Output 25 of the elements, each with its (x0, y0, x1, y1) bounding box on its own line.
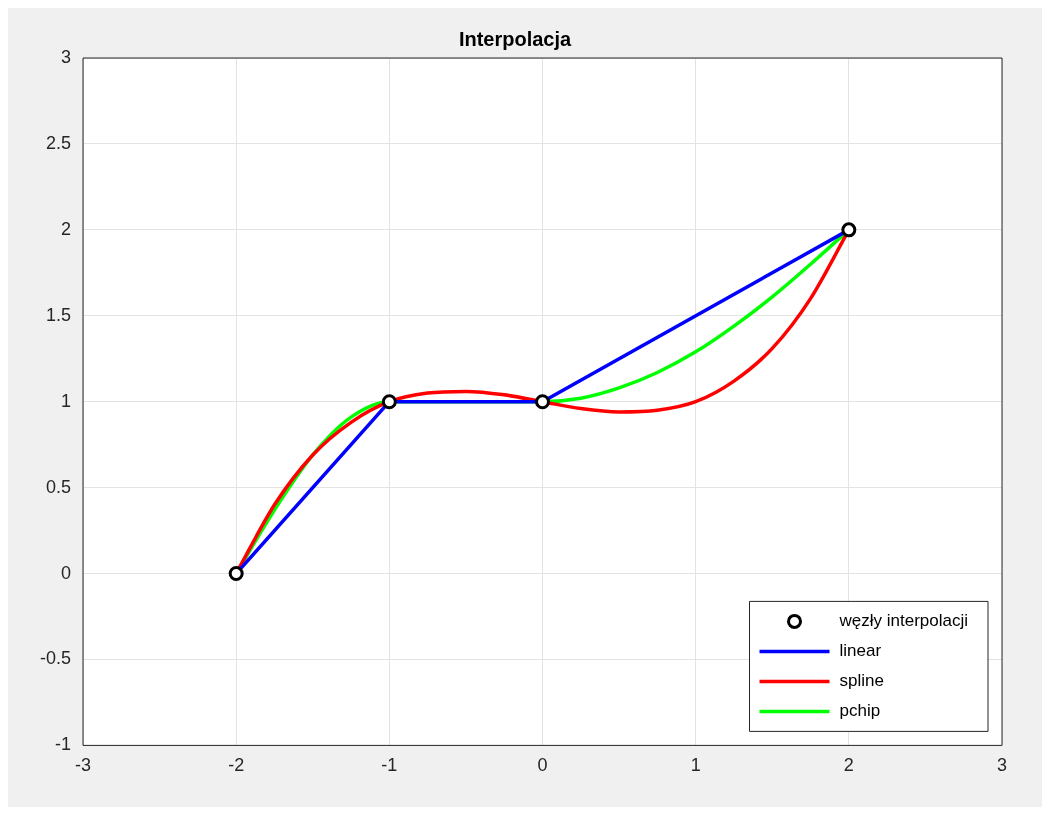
x-tick-label: 0 (537, 755, 548, 776)
legend-label: pchip (839, 701, 881, 721)
x-tick-label: -3 (75, 755, 92, 776)
y-tick-label: 0 (61, 562, 72, 583)
y-tick-label: 2.5 (45, 132, 72, 153)
x-tick-label: 2 (843, 755, 854, 776)
x-tick-label: -2 (228, 755, 245, 776)
y-tick-label: 3 (61, 46, 72, 67)
chart-title: Interpolacja (458, 27, 572, 50)
legend-label: węzły interpolacji (838, 611, 968, 631)
x-tick-label: 3 (996, 755, 1008, 776)
y-tick-label: 0.5 (45, 476, 72, 497)
point (535, 394, 551, 410)
legend-label: spline (839, 671, 884, 691)
y-tick-label: -0.5 (39, 648, 72, 669)
legend-label: linear (839, 641, 882, 661)
y-tick-label: 1 (61, 390, 72, 411)
x-tick-label: -1 (381, 755, 398, 776)
y-tick-label: 1.5 (45, 304, 72, 325)
point (841, 222, 857, 238)
y-tick-label: 2 (61, 218, 72, 239)
y-tick-label: -1 (55, 734, 72, 755)
x-tick-label: 1 (690, 755, 701, 776)
point (228, 566, 244, 582)
point (381, 394, 397, 410)
